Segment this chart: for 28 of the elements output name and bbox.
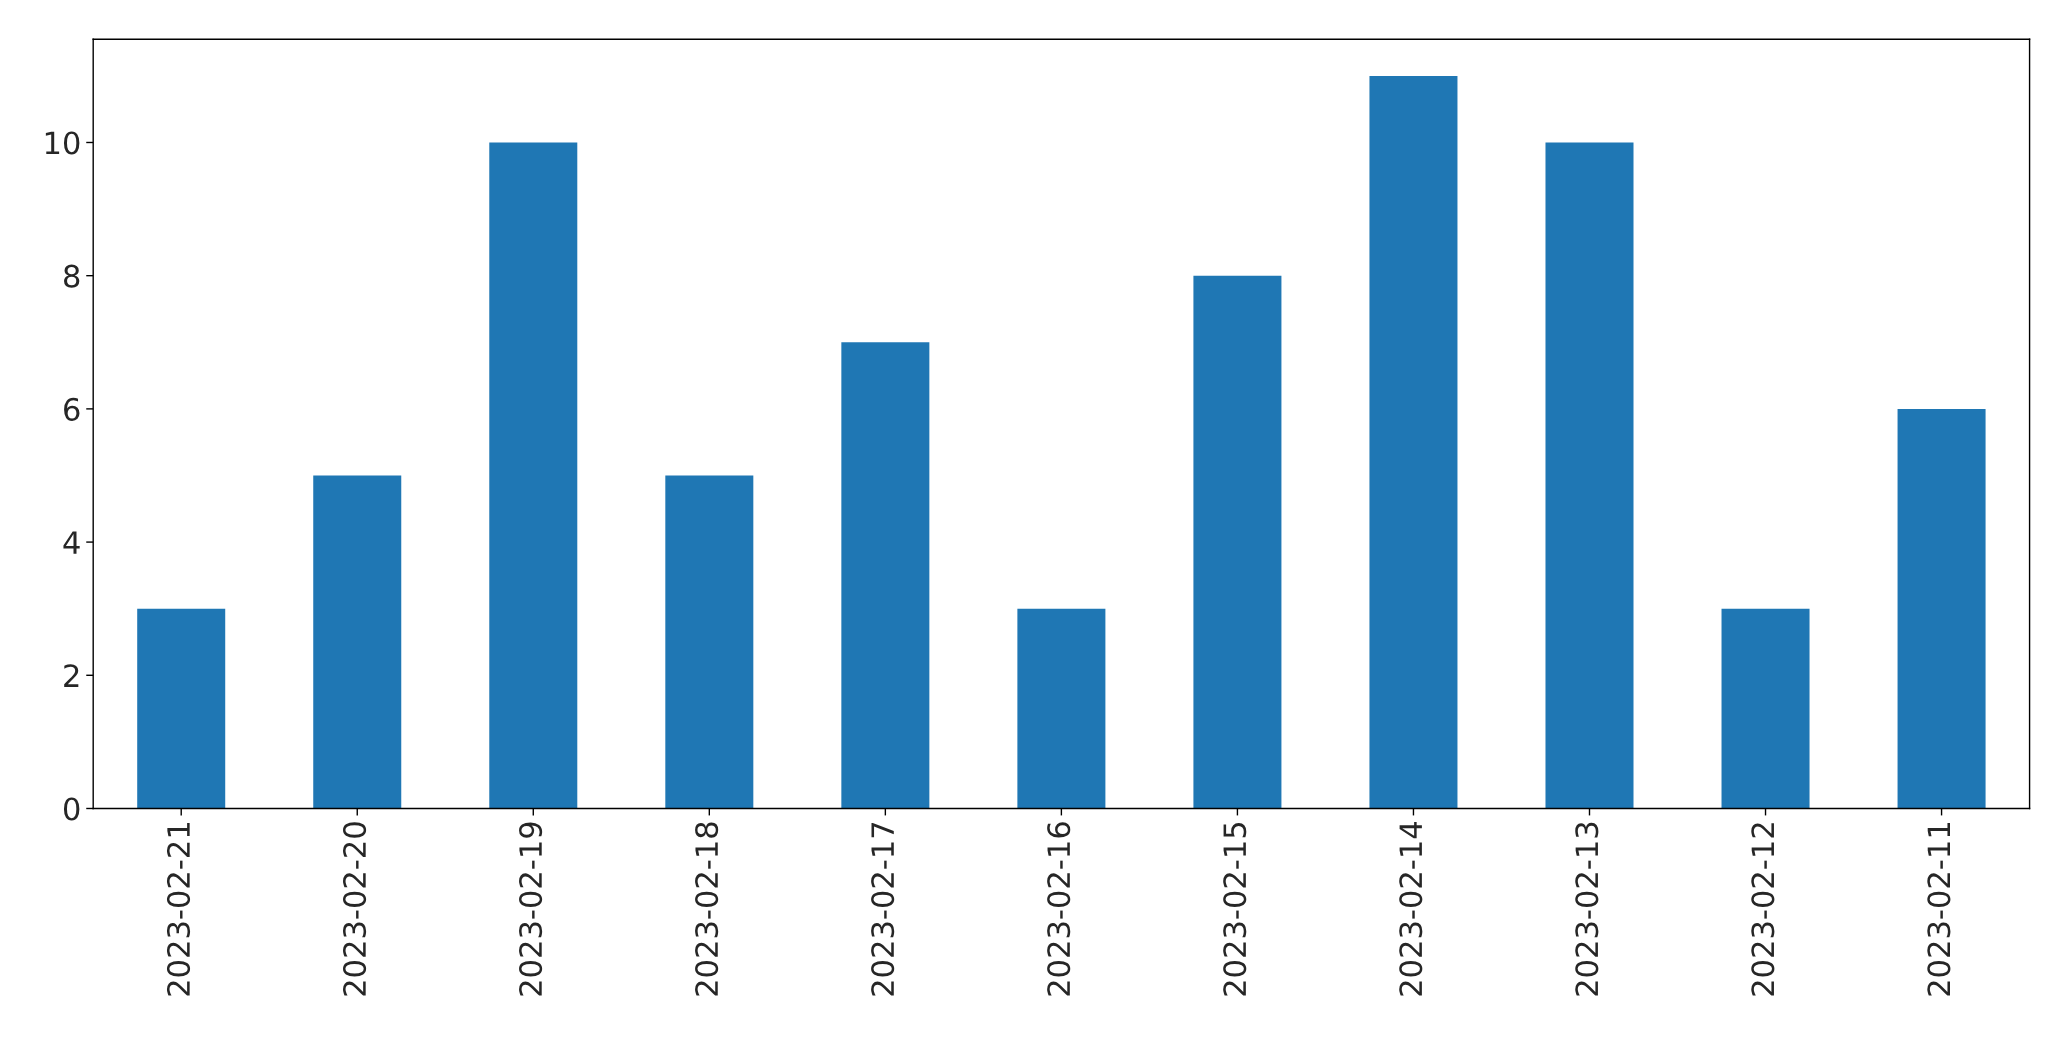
y-tick-label: 10 [45,131,80,155]
x-tick-label: 2023-02-14 [1399,822,1423,996]
x-tick-label: 2023-02-21 [166,823,191,996]
x-tick-label: 2023-02-16 [1047,822,1071,996]
x-tick-label: 2023-02-19 [519,822,543,996]
bar [1369,75,1458,809]
bar [489,142,578,809]
x-tick-label: 2023-02-15 [1223,822,1247,996]
y-tick-label: 8 [64,264,80,288]
x-tick-label: 2023-02-18 [695,822,719,996]
bar [1193,275,1282,809]
bar [1897,408,1986,809]
x-tick-label: 2023-02-20 [343,822,367,996]
x-tick-label: 2023-02-13 [1575,822,1599,996]
bar [137,608,226,809]
bar [1721,608,1810,809]
bar [313,475,402,809]
bar [841,342,930,809]
y-tick-label: 0 [63,797,80,821]
bar [665,475,754,809]
x-tick-label: 2023-02-17 [871,822,895,996]
y-tick-label: 6 [64,397,80,421]
bar [1545,142,1634,809]
x-tick-label: 2023-02-12 [1751,823,1775,996]
y-tick-label: 2 [64,664,79,687]
y-tick-label: 4 [63,531,80,554]
bar [1017,608,1106,809]
x-tick-label: 2023-02-11 [1927,823,1951,996]
